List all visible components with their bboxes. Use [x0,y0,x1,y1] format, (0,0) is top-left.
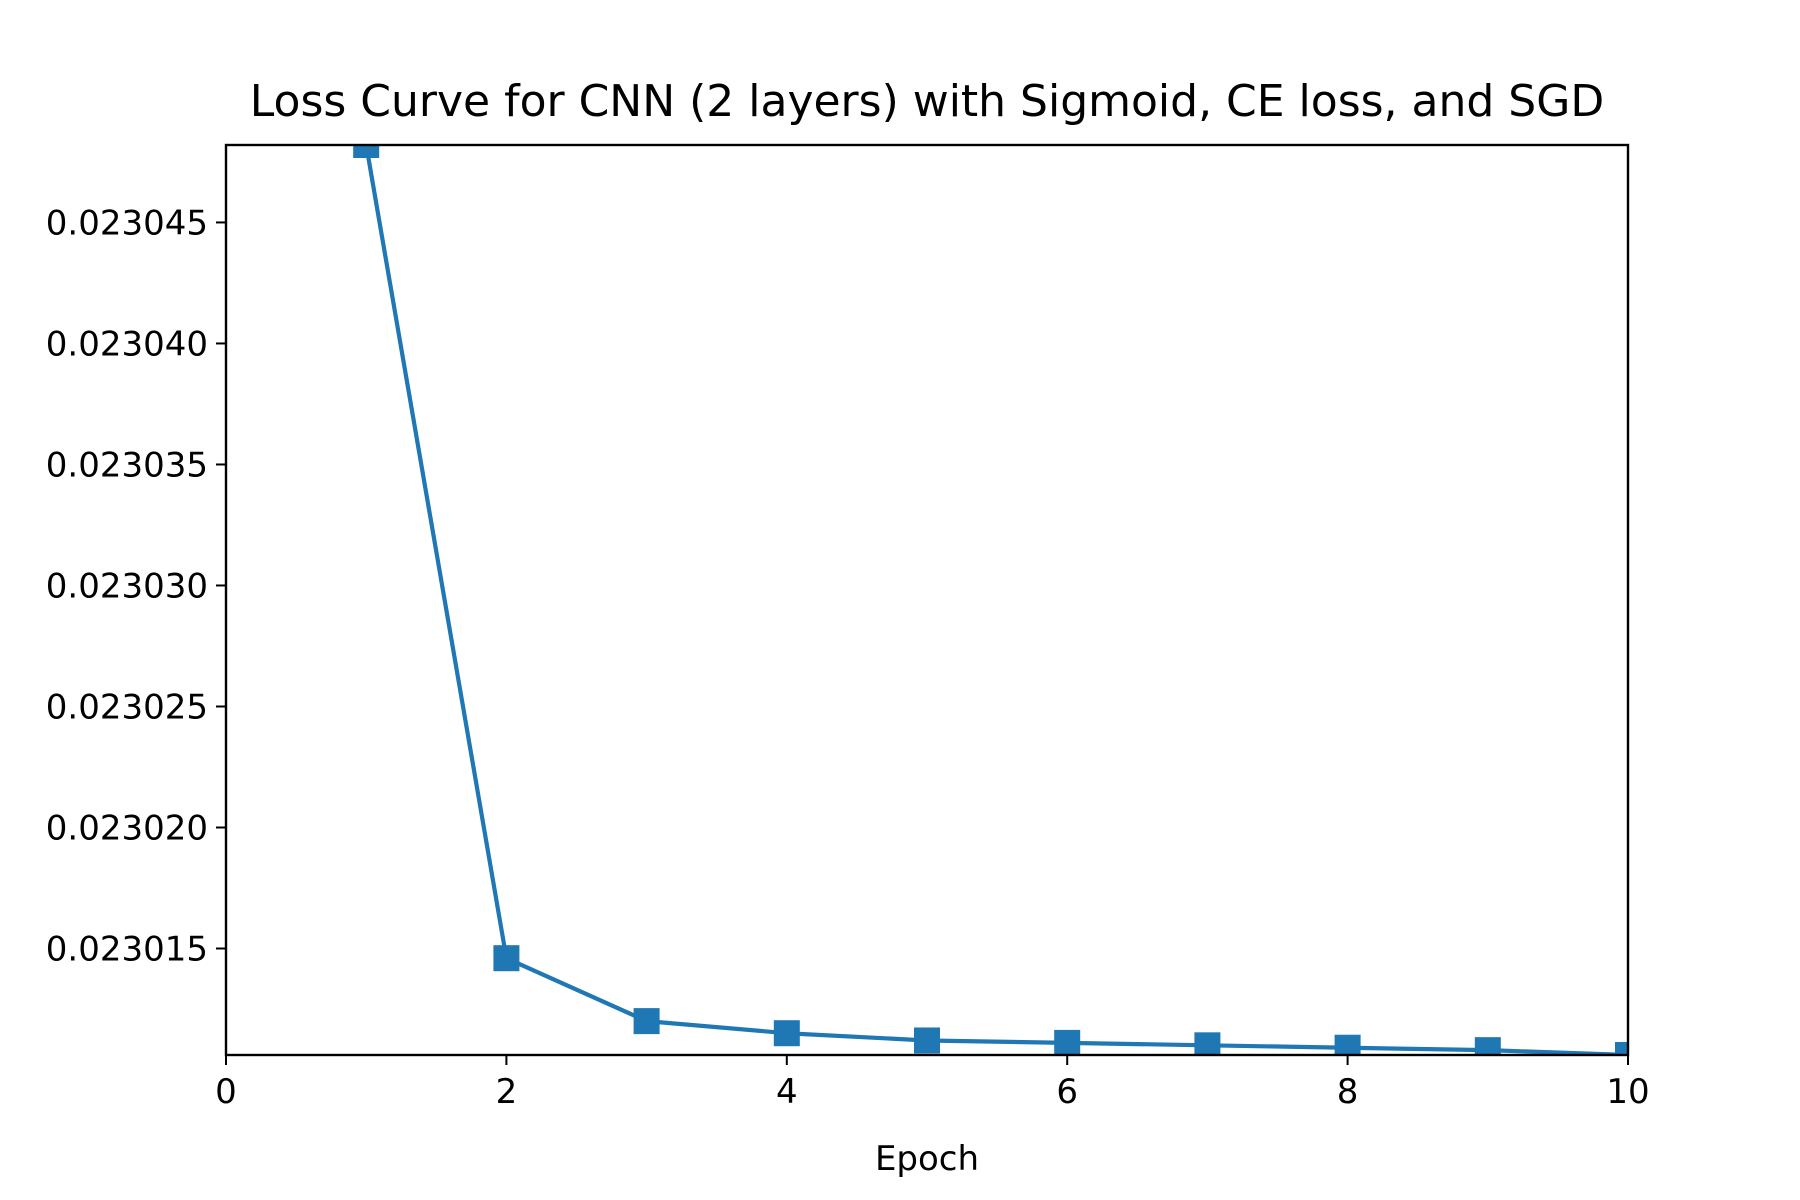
data-point-marker [1194,1032,1221,1055]
series-line [364,145,1628,1055]
x-tick-label: 4 [776,1072,798,1112]
y-tick-label: 0.023045 [46,203,208,243]
x-tick-label: 0 [215,1072,237,1112]
data-point-marker [1334,1034,1361,1055]
data-point-marker [633,1008,660,1035]
y-tick-label: 0.023035 [46,445,208,485]
y-tick-label: 0.023020 [46,809,208,849]
series-group [353,145,1628,1055]
x-tick-label: 8 [1337,1072,1359,1112]
y-tick-label: 0.023015 [46,930,208,970]
data-point-marker [1054,1029,1081,1055]
plot-area [353,145,1628,1055]
x-tick-label: 2 [496,1072,518,1112]
data-point-marker [773,1020,800,1047]
y-axis: 0.023015 0.023020 0.023025 0.023030 0.023035… [46,203,226,970]
data-point-marker [353,145,380,158]
x-axis: 0 2 4 6 8 10 [215,1055,1650,1112]
data-point-marker [1615,1042,1628,1055]
axes-frame [224,143,1630,1057]
data-point-marker [493,945,520,972]
data-point-marker [1474,1037,1501,1055]
x-axis-label: Epoch [875,1139,979,1179]
x-tick-label: 10 [1606,1072,1649,1112]
y-tick-label: 0.023025 [46,687,208,727]
y-tick-label: 0.023040 [46,324,208,364]
data-point-marker [914,1027,940,1054]
y-tick-label: 0.023030 [46,566,208,606]
x-tick-label: 6 [1056,1072,1078,1112]
chart-title: Loss Curve for CNN (2 layers) with Sigmo… [250,76,1604,127]
